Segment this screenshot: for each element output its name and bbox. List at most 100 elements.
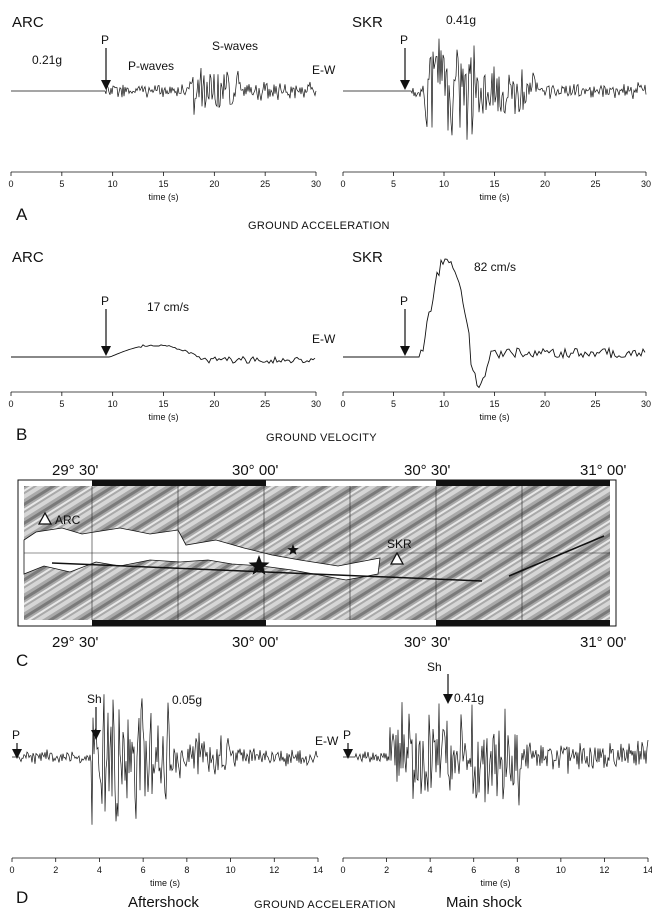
arrow-head-icon	[400, 80, 410, 90]
waveform-velocity-skr	[343, 258, 646, 389]
axis-tick-label: 5	[391, 179, 396, 189]
longitude-label: 30° 00'	[232, 634, 279, 651]
fault-line	[51, 562, 483, 582]
axis-label: time (s)	[480, 412, 510, 422]
swave-label: S-waves	[212, 39, 258, 53]
arrow-head-icon	[400, 346, 410, 356]
station-label-skr: SKR	[352, 249, 383, 266]
panel-a: ARC 0.21g P P-waves S-waves E-W SKR 0.41…	[8, 13, 651, 232]
scale-bar	[92, 480, 266, 486]
axis-tick-label: 12	[599, 865, 609, 875]
peak-value: 0.41g	[454, 691, 484, 705]
p-arrival-label: P	[400, 33, 408, 47]
axis-label: time (s)	[149, 192, 179, 202]
arrow-head-icon	[101, 346, 111, 356]
axis-tick-label: 10	[439, 179, 449, 189]
panel-d: P Sh 0.05g P E-W Sh 0.41g 0 2 4 6 8 10 12 14 tim…	[9, 660, 652, 911]
axis-tick-label: 30	[641, 399, 651, 409]
axis-tick-label: 5	[59, 179, 64, 189]
axis-tick-label: 10	[556, 865, 566, 875]
axis-tick-label: 10	[108, 179, 118, 189]
gulf-water	[23, 527, 381, 581]
axis-tick-label: 2	[384, 865, 389, 875]
longitude-label: 29° 30'	[52, 634, 99, 651]
peak-value: 0.05g	[172, 693, 202, 707]
component-label: E-W	[312, 63, 336, 77]
time-axis: 0 2 4 6 8 10 12 14 time (s)	[340, 857, 652, 888]
time-axis: 0 5 10 15 20 25 30 time (s)	[340, 171, 651, 202]
time-axis: 0 5 10 15 20 25 30 time (s)	[8, 391, 321, 422]
scale-bar	[436, 480, 610, 486]
aftershock-epicenter-star-icon	[287, 544, 299, 555]
peak-value: 0.41g	[446, 13, 476, 27]
arrow-head-icon	[101, 80, 111, 90]
waveform-accel-arc	[11, 67, 317, 115]
station-triangle-icon	[37, 511, 53, 525]
longitude-label: 30° 00'	[232, 462, 279, 479]
map-grid	[24, 486, 610, 620]
station-label-arc: ARC	[55, 513, 81, 527]
axis-tick-label: 30	[311, 399, 321, 409]
axis-tick-label: 20	[540, 399, 550, 409]
arrow-head-icon	[12, 749, 22, 759]
axis-tick-label: 30	[641, 179, 651, 189]
axis-tick-label: 14	[643, 865, 652, 875]
station-label-arc: ARC	[12, 14, 44, 31]
axis-tick-label: 0	[8, 179, 13, 189]
axis-tick-label: 25	[590, 399, 600, 409]
axis-tick-label: 6	[471, 865, 476, 875]
longitude-label: 31° 00'	[580, 634, 627, 651]
scale-bar	[92, 620, 266, 626]
scale-bar	[436, 620, 610, 626]
panel-caption: GROUND ACCELERATION	[248, 220, 390, 232]
axis-tick-label: 6	[141, 865, 146, 875]
axis-tick-label: 0	[8, 399, 13, 409]
axis-tick-label: 0	[9, 865, 14, 875]
axis-tick-label: 30	[311, 179, 321, 189]
peak-value: 82 cm/s	[474, 260, 516, 274]
station-triangle-icon	[389, 551, 405, 565]
waveform-mainshock	[343, 702, 649, 806]
axis-tick-label: 25	[260, 179, 270, 189]
axis-tick-label: 8	[184, 865, 189, 875]
axis-tick-label: 4	[428, 865, 433, 875]
station-label-skr: SKR	[387, 537, 412, 551]
longitude-label: 29° 30'	[52, 462, 99, 479]
arrow-head-icon	[443, 694, 453, 704]
axis-tick-label: 5	[59, 399, 64, 409]
pwave-label: P-waves	[128, 59, 174, 73]
axis-tick-label: 20	[540, 179, 550, 189]
axis-tick-label: 8	[515, 865, 520, 875]
waveform-accel-skr	[343, 38, 647, 140]
p-arrival-label: P	[400, 294, 408, 308]
time-axis: 0 2 4 6 8 10 12 14 time (s)	[9, 857, 323, 888]
p-arrival-label: P	[101, 294, 109, 308]
axis-tick-label: 14	[313, 865, 323, 875]
longitude-label: 30° 30'	[404, 462, 451, 479]
axis-tick-label: 4	[97, 865, 102, 875]
axis-tick-label: 5	[391, 399, 396, 409]
axis-tick-label: 0	[340, 179, 345, 189]
axis-tick-label: 25	[590, 179, 600, 189]
axis-tick-label: 15	[489, 399, 499, 409]
panel-title-aftershock: Aftershock	[128, 894, 199, 911]
sh-arrival-label: Sh	[87, 692, 102, 706]
axis-tick-label: 20	[209, 179, 219, 189]
fault-line	[508, 535, 605, 577]
panel-c-map: 29° 30' 30° 00' 30° 30' 31° 00' ARC SKR	[16, 462, 627, 670]
time-axis: 0 5 10 15 20 25 30 time (s)	[340, 391, 651, 422]
p-arrival-label: P	[343, 728, 351, 742]
component-label: E-W	[312, 332, 336, 346]
longitude-label: 30° 30'	[404, 634, 451, 651]
axis-label: time (s)	[480, 192, 510, 202]
waveform-velocity-arc	[11, 344, 316, 364]
panel-caption: GROUND ACCELERATION	[254, 899, 396, 911]
panel-letter: A	[16, 205, 28, 224]
longitude-label: 31° 00'	[580, 462, 627, 479]
axis-tick-label: 0	[340, 399, 345, 409]
axis-tick-label: 10	[108, 399, 118, 409]
axis-tick-label: 25	[260, 399, 270, 409]
axis-label: time (s)	[481, 878, 511, 888]
axis-tick-label: 15	[158, 179, 168, 189]
axis-label: time (s)	[150, 878, 180, 888]
